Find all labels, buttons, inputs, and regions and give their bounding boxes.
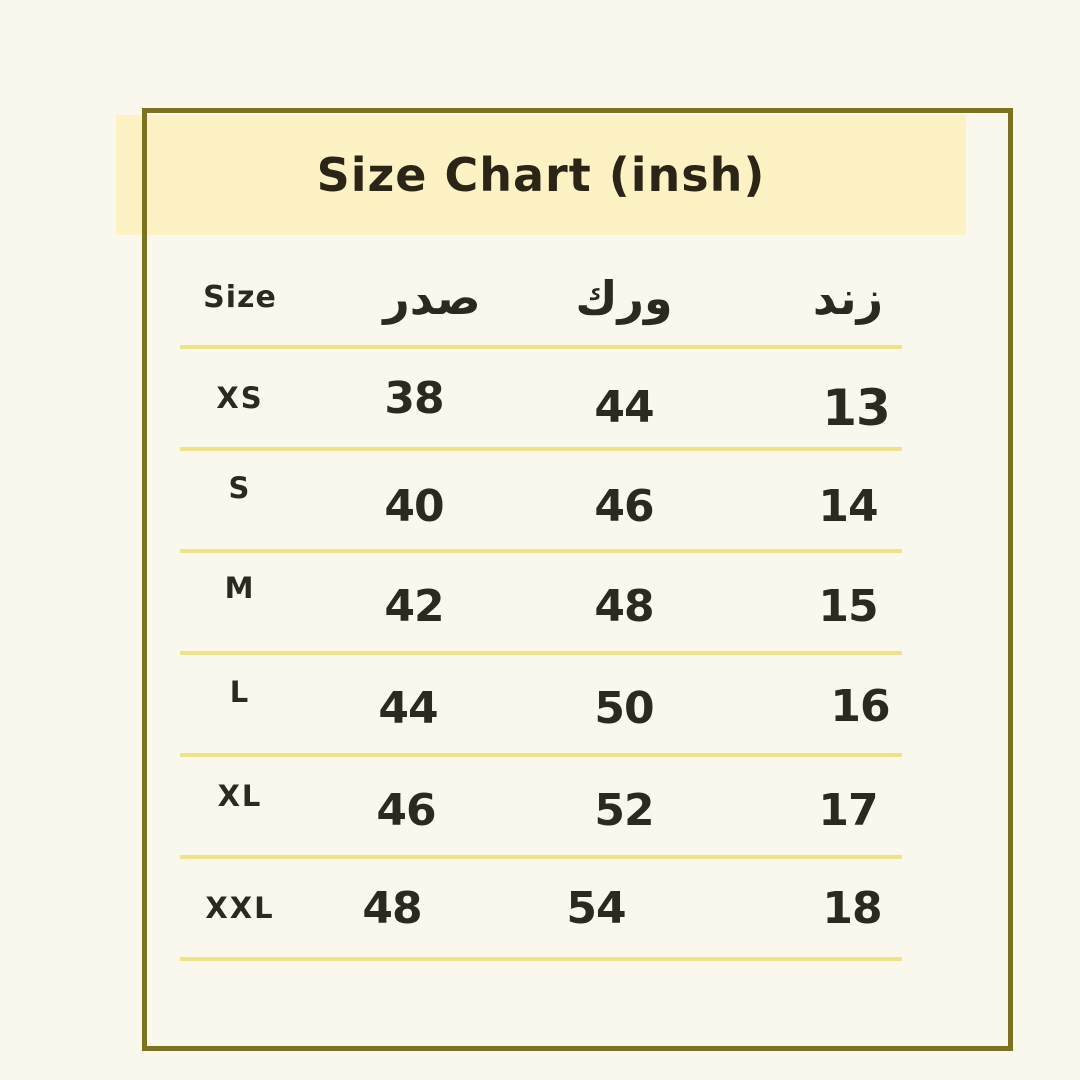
- size-cell: L: [229, 675, 251, 709]
- hip-value-cell: 52: [594, 784, 654, 836]
- size-cell: XL: [217, 779, 263, 813]
- table-row-s: S 40 46 14: [180, 451, 902, 553]
- size-cell: XS: [216, 381, 264, 415]
- size-cell: S: [228, 471, 252, 505]
- wrist-value-cell: 14: [818, 480, 878, 532]
- size-cell: XXL: [205, 891, 275, 925]
- size-table: Size صدر ورك زند XS 38 44 13 S 40 46 14 …: [180, 250, 902, 961]
- chest-value-cell: 40: [384, 480, 444, 532]
- chest-value-cell: 38: [384, 372, 444, 424]
- column-header-wrist: زند: [812, 270, 884, 325]
- column-header-size: Size: [203, 280, 277, 315]
- hip-value-cell: 48: [594, 580, 654, 632]
- table-row-m: M 42 48 15: [180, 553, 902, 655]
- chest-value-cell: 48: [362, 882, 422, 934]
- column-header-chest: صدر: [383, 270, 481, 325]
- chest-value-cell: 44: [378, 682, 438, 734]
- chest-value-cell: 42: [384, 580, 444, 632]
- wrist-value-cell: 18: [822, 882, 882, 934]
- table-row-xxl: XXL 48 54 18: [180, 859, 902, 961]
- table-row-xl: XL 46 52 17: [180, 757, 902, 859]
- column-header-hip: ورك: [575, 270, 673, 325]
- hip-value-cell: 44: [594, 381, 654, 433]
- wrist-value-cell: 17: [818, 784, 878, 836]
- size-cell: M: [224, 571, 256, 605]
- hip-value-cell: 50: [594, 682, 654, 734]
- page-title: Size Chart (insh): [316, 148, 766, 202]
- table-row-l: L 44 50 16: [180, 655, 902, 757]
- hip-value-cell: 54: [566, 882, 626, 934]
- wrist-value-cell: 16: [830, 680, 890, 732]
- hip-value-cell: 46: [594, 480, 654, 532]
- chest-value-cell: 46: [376, 784, 436, 836]
- wrist-value-cell: 15: [818, 580, 878, 632]
- table-row-xs: XS 38 44 13: [180, 349, 902, 451]
- table-header-row: Size صدر ورك زند: [180, 250, 902, 349]
- wrist-value-cell: 13: [822, 379, 891, 437]
- title-highlight-bar: [116, 115, 966, 235]
